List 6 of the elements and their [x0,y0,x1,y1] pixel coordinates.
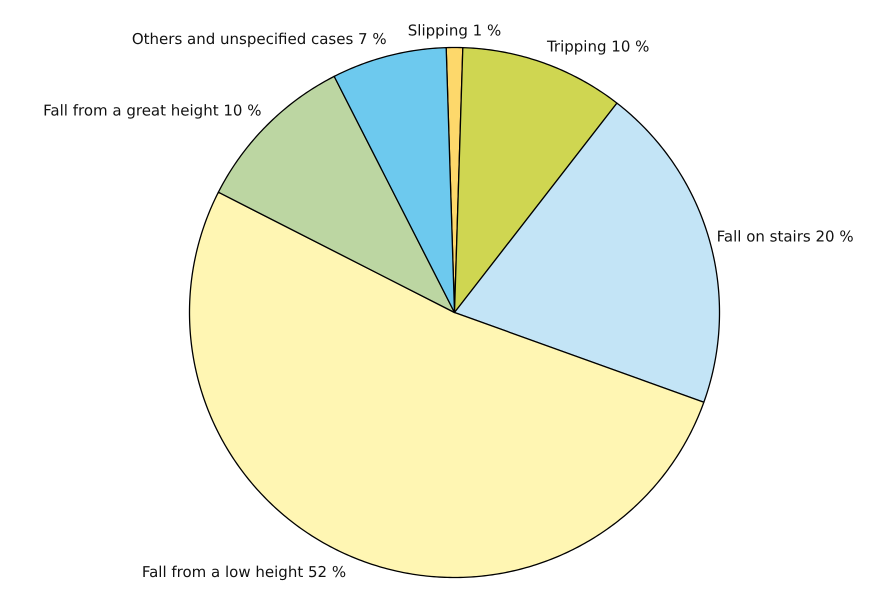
slice-label: Fall on stairs 20 % [716,227,854,246]
slice-label: Others and unspecified cases 7 % [132,30,387,48]
slice-label: Tripping 10 % [546,38,650,56]
slice-label: Slipping 1 % [408,22,502,40]
slice-label: Fall from a great height 10 % [43,101,262,120]
slice-label: Fall from a low height 52 % [142,563,346,582]
